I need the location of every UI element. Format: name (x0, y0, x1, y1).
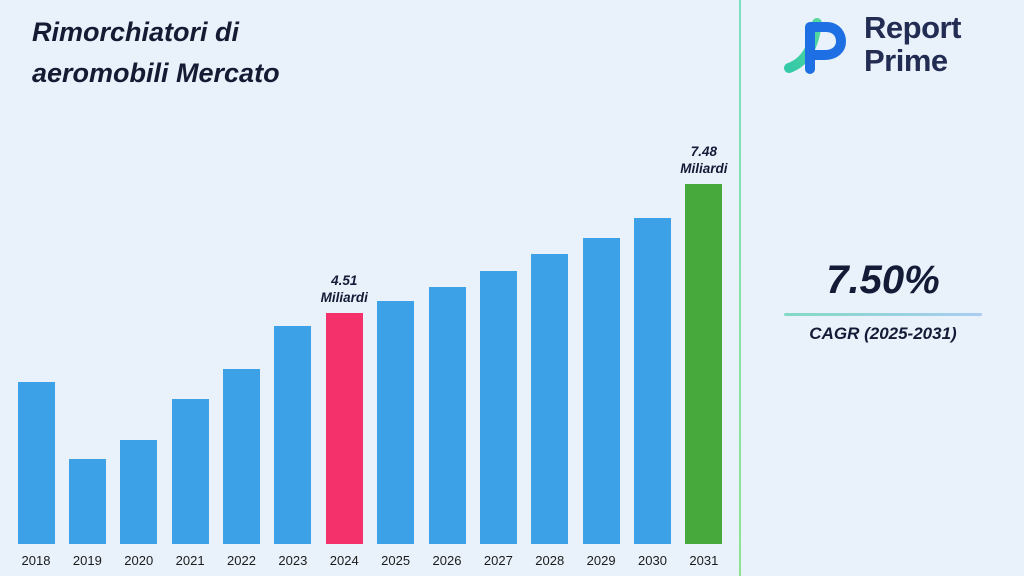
bar-2018 (17, 382, 55, 544)
bar-2020 (120, 440, 158, 544)
x-axis-label-2021: 2021 (175, 553, 205, 568)
x-axis-label-2019: 2019 (72, 553, 102, 568)
bar-2031 (685, 184, 723, 544)
cagr-label: CAGR (2025-2031) (809, 324, 957, 343)
bar-2026 (428, 287, 466, 544)
bar-2023 (274, 326, 312, 544)
x-axis-label-2023: 2023 (278, 553, 308, 568)
logo-text: Report Prime (864, 10, 961, 78)
report-prime-logo: Report Prime (780, 10, 961, 78)
cagr-value: 7.50% (826, 258, 940, 302)
bar-2030 (634, 218, 671, 544)
x-axis-label-2025: 2025 (381, 553, 411, 568)
bar-annotation-2031: 7.48 Miliardi (680, 143, 727, 178)
vertical-divider (739, 0, 741, 576)
x-axis-label-2018: 2018 (21, 553, 51, 568)
bar-annotation-2024: 4.51 Miliardi (321, 272, 368, 307)
chart-title-line1: Rimorchiatori di (32, 17, 240, 47)
logo-text-report: Report (864, 10, 961, 45)
bar-2021 (171, 399, 209, 544)
bar-group-2027: 2027 (476, 271, 520, 568)
x-axis-label-2028: 2028 (535, 553, 565, 568)
bar-annotation-line: 4.51 (331, 272, 358, 288)
report-prime-logo-icon (784, 17, 846, 74)
x-axis-label-2027: 2027 (483, 553, 513, 568)
bar-chart: 2018 2019 2020 2021 2022 2023 4.51 Miliardi 2024… (14, 143, 728, 568)
bar-group-2022: 2022 (220, 369, 264, 568)
bar-group-2026: 2026 (425, 287, 469, 568)
bar-2025 (377, 301, 415, 544)
bar-group-2019: 2019 (65, 459, 109, 568)
bar-group-2024: 4.51 Miliardi 2024 (321, 272, 368, 568)
bar-group-2030: 2030 (631, 218, 675, 568)
chart-title-line2: aeromobili Mercato (32, 57, 280, 88)
x-axis-label-2022: 2022 (227, 553, 256, 568)
bar-annotation-line: 7.48 (690, 143, 718, 159)
x-axis-label-2029: 2029 (586, 553, 616, 568)
bar-2027 (479, 271, 517, 544)
x-axis-label-2024: 2024 (329, 553, 359, 568)
bar-group-2021: 2021 (168, 399, 212, 568)
bar-group-2029: 2029 (579, 238, 623, 568)
bar-group-2018: 2018 (14, 382, 58, 568)
bar-annotation-line: Miliardi (680, 161, 728, 177)
bar-2022 (223, 369, 260, 544)
x-axis-label-2026: 2026 (432, 553, 462, 568)
bar-2019 (68, 459, 106, 544)
bar-group-2031: 7.48 Miliardi 2031 (680, 143, 727, 568)
bar-2029 (582, 238, 620, 544)
x-axis-label-2031: 2031 (689, 553, 719, 568)
x-axis-label-2020: 2020 (124, 553, 154, 568)
bar-2028 (531, 254, 569, 544)
bar-group-2023: 2023 (271, 326, 315, 568)
x-axis-label-2030: 2030 (638, 553, 667, 568)
bar-2024 (325, 313, 363, 544)
bar-annotation-line: Miliardi (320, 290, 368, 306)
bar-group-2028: 2028 (528, 254, 572, 568)
logo-text-prime: Prime (864, 42, 948, 78)
cagr-panel: 7.50% CAGR (2025-2031) (772, 258, 994, 344)
bar-group-2025: 2025 (374, 301, 418, 568)
cagr-underline (784, 313, 982, 316)
bar-group-2020: 2020 (117, 440, 161, 568)
chart-title: Rimorchiatori di aeromobili Mercato (32, 12, 280, 93)
